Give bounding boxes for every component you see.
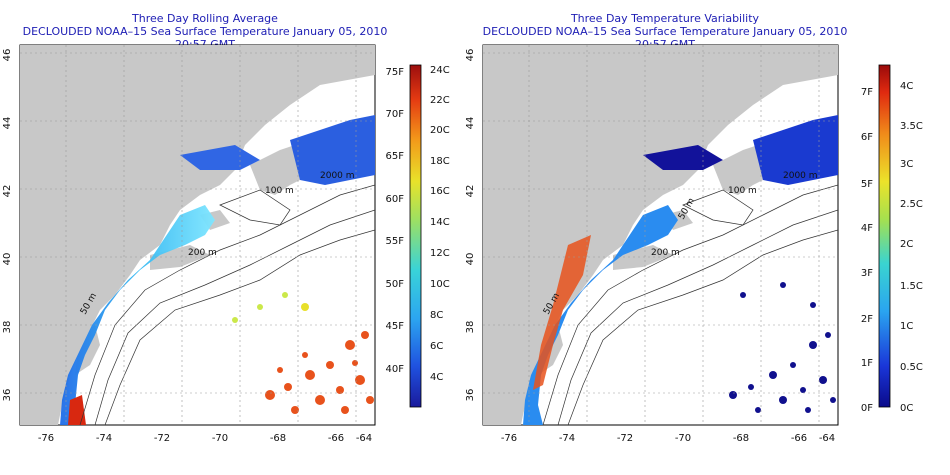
lat-tick: 38 (2, 321, 13, 334)
lon-tick: -68 (733, 433, 749, 444)
panel-2-gulf-of-maine (753, 115, 838, 185)
cb2-f-label: 0F (861, 403, 873, 414)
lon-tick: -74 (559, 433, 575, 444)
lon-tick: -70 (212, 433, 228, 444)
cb1-c-label: 6C (430, 341, 443, 352)
cb1-f-label: 65F (386, 151, 405, 162)
panel-1-colorbar-celsius: 24C 22C 20C 18C 16C 14C 12C 10C 8C 6C 4C (430, 65, 450, 383)
cb2-f-label: 2F (861, 314, 873, 325)
cb1-c-label: 24C (430, 65, 450, 76)
cb2-f-label: 5F (861, 179, 873, 190)
lon-tick: -74 (96, 433, 112, 444)
lat-tick: 42 (2, 185, 13, 198)
panel-2-contour-label-2000: 2000 m (783, 171, 818, 181)
panel-2-colorbar-celsius: 4C 3.5C 3C 2.5C 2C 1.5C 1C 0.5C 0C (900, 81, 923, 414)
panel-1-contour-label-2000: 2000 m (320, 171, 355, 181)
cb1-c-label: 10C (430, 279, 450, 290)
lat-tick: 46 (465, 49, 476, 62)
cb2-f-label: 3F (861, 268, 873, 279)
panel-1-warm-inshore (68, 395, 86, 425)
panel-1-title: Three Day Rolling Average (132, 12, 278, 25)
lat-tick: 40 (465, 253, 476, 266)
cb2-c-label: 1.5C (900, 281, 923, 292)
lon-tick: -64 (356, 433, 372, 444)
cb2-c-label: 0C (900, 403, 913, 414)
lon-tick: -66 (328, 433, 344, 444)
lat-tick: 38 (465, 321, 476, 334)
panel-2-shelf-variability (523, 205, 678, 425)
panel-2-high-variability (533, 235, 591, 390)
panel-2-y-axis: 36 38 40 42 44 46 (465, 49, 476, 402)
cb1-f-label: 40F (386, 364, 405, 375)
cb2-c-label: 1C (900, 321, 913, 332)
cb2-c-label: 4C (900, 81, 913, 92)
lat-tick: 42 (465, 185, 476, 198)
cb2-c-label: 3.5C (900, 121, 923, 132)
panel-2-colorbar: 4C 3.5C 3C 2.5C 2C 1.5C 1C 0.5C 0C 7F 6F… (861, 64, 923, 414)
panel-1-map: 200 m 100 m 2000 m 50 m -76 -74 -72 -70 … (2, 44, 376, 444)
panel-2-grid (483, 45, 838, 425)
panel-1-mid-patches (232, 292, 309, 323)
panel-1-y-axis: 36 38 40 42 44 46 (2, 49, 13, 402)
lon-tick: -72 (617, 433, 633, 444)
cb1-c-label: 4C (430, 372, 443, 383)
cb1-f-label: 75F (386, 67, 405, 78)
cb1-c-label: 16C (430, 186, 450, 197)
panel-2-map: 200 m 100 m 2000 m 50 m 50 m -76 -74 -72… (465, 44, 839, 444)
panel-2-colorbar-ramp (878, 64, 891, 408)
lon-tick: -76 (501, 433, 517, 444)
lon-tick: -64 (819, 433, 835, 444)
cb1-c-label: 20C (430, 125, 450, 136)
panel-2-offshore-patches (729, 282, 836, 413)
lon-tick: -66 (791, 433, 807, 444)
panel-2-contour-label-200: 200 m (651, 248, 680, 258)
panel-1-gulf-of-maine (290, 115, 375, 185)
panel-1-shelf-water (60, 205, 215, 425)
lat-tick: 36 (465, 389, 476, 402)
panel-1-colorbar: 24C 22C 20C 18C 16C 14C 12C 10C 8C 6C 4C… (386, 64, 450, 408)
panel-1-contour-label-100: 100 m (265, 186, 294, 196)
cb1-c-label: 14C (430, 217, 450, 228)
cb1-f-label: 55F (386, 236, 405, 247)
panel-1-contour-label-200: 200 m (188, 248, 217, 258)
panel-2-colorbar-fahrenheit: 7F 6F 5F 4F 3F 2F 1F 0F (861, 87, 873, 414)
lon-tick: -72 (154, 433, 170, 444)
cb1-c-label: 8C (430, 310, 443, 321)
panel-1-colorbar-fahrenheit: 75F 70F 65F 60F 55F 50F 45F 40F (386, 67, 405, 375)
panel-2-contour-label-100: 100 m (728, 186, 757, 196)
cb2-c-label: 0.5C (900, 362, 923, 373)
cb2-c-label: 3C (900, 159, 913, 170)
cb2-f-label: 4F (861, 223, 873, 234)
lat-tick: 40 (2, 253, 13, 266)
cb2-f-label: 6F (861, 132, 873, 143)
cb1-f-label: 70F (386, 109, 405, 120)
lon-tick: -70 (675, 433, 691, 444)
cb2-c-label: 2C (900, 239, 913, 250)
panel-1-gulfstream-patches (265, 331, 374, 414)
cb1-c-label: 12C (430, 248, 450, 259)
lat-tick: 46 (2, 49, 13, 62)
panel-2-title: Three Day Temperature Variability (570, 12, 760, 25)
panel-1-x-axis: -76 -74 -72 -70 -68 -66 -64 (38, 433, 372, 444)
cb1-f-label: 60F (386, 194, 405, 205)
lon-tick: -76 (38, 433, 54, 444)
cb1-c-label: 18C (430, 156, 450, 167)
lat-tick: 44 (2, 117, 13, 130)
cb1-c-label: 22C (430, 95, 450, 106)
lon-tick: -68 (270, 433, 286, 444)
panel-1-depth-contours (79, 184, 375, 425)
panel-1-grid (20, 45, 375, 425)
panel-1-colorbar-ramp (409, 64, 422, 408)
cb1-f-label: 50F (386, 279, 405, 290)
cb2-f-label: 1F (861, 358, 873, 369)
lat-tick: 36 (2, 389, 13, 402)
lat-tick: 44 (465, 117, 476, 130)
panel-2-x-axis: -76 -74 -72 -70 -68 -66 -64 (501, 433, 835, 444)
panel-2-depth-contours (542, 184, 838, 425)
cb2-f-label: 7F (861, 87, 873, 98)
cb2-c-label: 2.5C (900, 199, 923, 210)
cb1-f-label: 45F (386, 321, 405, 332)
